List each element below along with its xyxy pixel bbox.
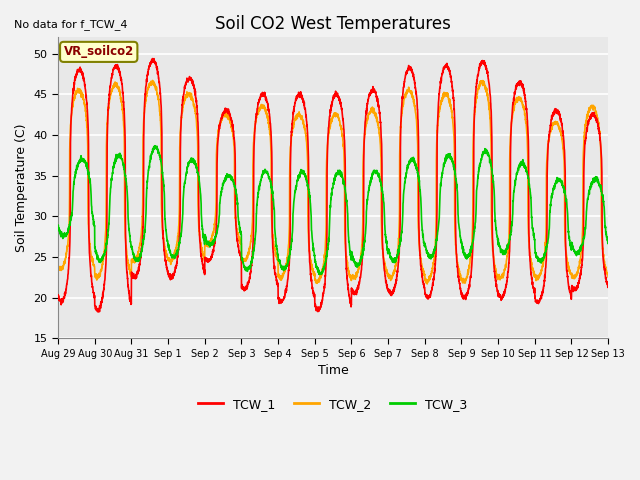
TCW_3 — [172, 252, 180, 258]
Text: VR_soilco2: VR_soilco2 — [63, 46, 134, 59]
TCW_2 — [172, 244, 180, 250]
TCW_3 — [387, 256, 395, 262]
TCW_1 — [387, 291, 395, 297]
TCW_2 — [54, 264, 62, 269]
TCW_2 — [397, 128, 404, 134]
TCW_1 — [604, 282, 612, 288]
Line: TCW_1: TCW_1 — [58, 59, 608, 312]
Legend: TCW_1, TCW_2, TCW_3: TCW_1, TCW_2, TCW_3 — [193, 393, 473, 416]
TCW_3 — [552, 178, 560, 183]
TCW_3 — [54, 224, 62, 229]
TCW_3 — [604, 240, 612, 245]
TCW_2 — [148, 78, 156, 84]
TCW_1 — [172, 263, 180, 268]
TCW_3 — [316, 272, 323, 277]
TCW_1 — [148, 56, 156, 61]
TCW_2 — [387, 276, 395, 281]
TCW_2 — [552, 120, 560, 126]
X-axis label: Time: Time — [317, 364, 349, 377]
TCW_1 — [208, 254, 216, 260]
TCW_3 — [151, 143, 159, 149]
TCW_2 — [208, 236, 216, 242]
TCW_1 — [95, 309, 102, 315]
TCW_2 — [604, 272, 612, 278]
TCW_1 — [604, 282, 612, 288]
TCW_2 — [423, 281, 431, 287]
Text: No data for f_TCW_4: No data for f_TCW_4 — [14, 19, 127, 30]
TCW_1 — [552, 107, 560, 112]
TCW_2 — [604, 274, 612, 280]
Line: TCW_3: TCW_3 — [58, 146, 608, 275]
Line: TCW_2: TCW_2 — [58, 81, 608, 284]
TCW_1 — [397, 131, 404, 137]
TCW_1 — [54, 292, 62, 298]
TCW_3 — [604, 240, 612, 246]
TCW_3 — [208, 242, 216, 248]
Y-axis label: Soil Temperature (C): Soil Temperature (C) — [15, 123, 28, 252]
TCW_3 — [397, 239, 404, 244]
Title: Soil CO2 West Temperatures: Soil CO2 West Temperatures — [215, 15, 451, 33]
